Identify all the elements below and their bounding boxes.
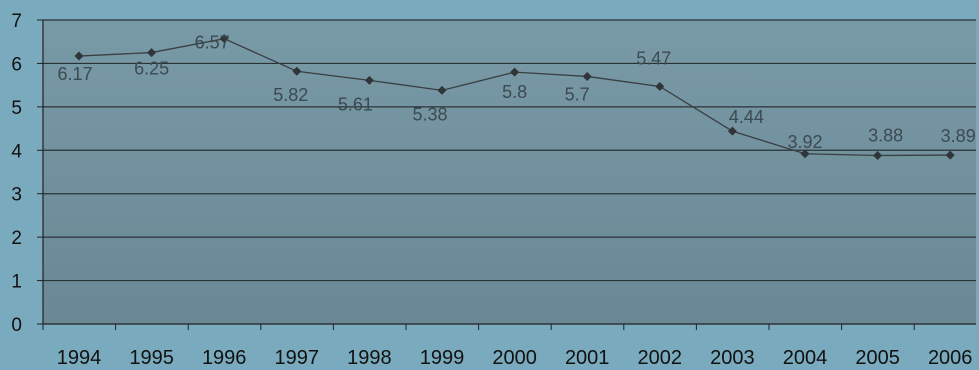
x-tick-label: 2001 [565, 347, 610, 369]
data-label-2000: 5.8 [502, 82, 527, 102]
data-label-2001: 5.7 [565, 84, 590, 104]
data-label-1998: 5.61 [338, 94, 373, 114]
x-tick-label: 2005 [855, 347, 900, 369]
data-points [74, 34, 955, 160]
y-tick-label: 7 [11, 11, 22, 32]
data-label-1995: 6.25 [134, 59, 169, 79]
data-point-1995 [147, 48, 157, 58]
x-tick-label: 2000 [492, 347, 537, 369]
data-point-2000 [510, 67, 520, 77]
x-tick-label: 1998 [347, 347, 392, 369]
x-tick-label: 1996 [202, 347, 247, 369]
data-label-2002: 5.47 [636, 48, 671, 68]
x-tick-label: 1997 [275, 347, 320, 369]
x-tick-label: 1995 [129, 347, 174, 369]
data-labels: 6.17 6.25 6.57 5.82 5.61 5.38 5.8 5.7 5.47 4.44 3.… [57, 33, 975, 152]
axes [37, 19, 976, 330]
x-tick-label: 2003 [710, 347, 755, 369]
data-label-2005: 3.88 [868, 125, 903, 145]
data-point-2006 [945, 150, 955, 160]
data-point-2001 [582, 71, 592, 81]
data-point-1999 [437, 85, 447, 95]
y-tick-label: 4 [11, 141, 22, 162]
y-tick-label: 3 [11, 185, 22, 206]
gridlines [43, 19, 976, 282]
y-tick-label: 5 [11, 98, 22, 119]
data-point-1996 [219, 34, 229, 44]
data-point-2004 [800, 149, 810, 159]
data-label-1996: 6.57 [195, 33, 230, 53]
y-tick-label: 1 [11, 272, 22, 293]
x-tick-label: 1994 [57, 347, 102, 369]
data-point-1994 [74, 51, 84, 61]
x-tick-label: 2006 [928, 347, 973, 369]
data-point-2005 [873, 150, 883, 160]
data-point-2003 [727, 126, 737, 136]
data-label-1994: 6.17 [57, 64, 92, 84]
y-axis-tick-labels: 0 1 2 3 4 5 6 7 [11, 11, 22, 336]
data-label-1997: 5.82 [273, 85, 308, 105]
data-label-2006: 3.89 [941, 126, 976, 146]
x-tick-label: 2004 [783, 347, 828, 369]
data-point-2002 [655, 81, 665, 91]
x-tick-label: 1999 [420, 347, 465, 369]
plot-area [43, 20, 976, 324]
data-point-1997 [292, 66, 302, 76]
x-axis-tick-labels: 1994 1995 1996 1997 1998 1999 2000 2001 2002 2003… [57, 347, 973, 369]
data-label-2004: 3.92 [787, 132, 822, 152]
data-label-1999: 5.38 [412, 104, 447, 124]
y-tick-label: 0 [11, 315, 22, 336]
data-label-2003: 4.44 [729, 107, 764, 127]
y-tick-label: 6 [11, 54, 22, 75]
data-point-1998 [364, 75, 374, 85]
y-tick-label: 2 [11, 228, 22, 249]
x-tick-label: 2002 [638, 347, 683, 369]
